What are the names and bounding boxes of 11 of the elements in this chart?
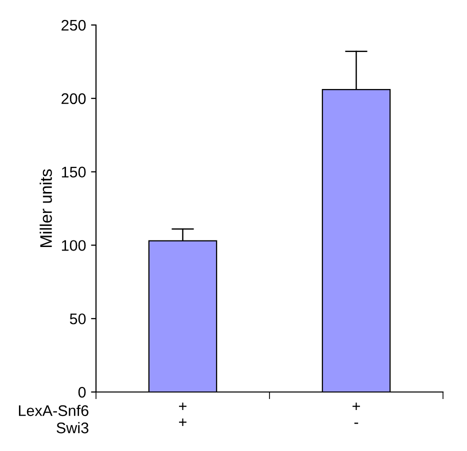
y-tick-label: 250 xyxy=(62,20,86,31)
text: LexA-Snf6 xyxy=(18,404,88,416)
x-tick-label: + + xyxy=(179,402,186,426)
x-tick-label: + - xyxy=(352,402,360,424)
y-tick-label: 200 xyxy=(62,93,86,104)
y-tick-label: 150 xyxy=(62,166,86,178)
y-tick-label: 100 xyxy=(62,240,86,251)
y-tick-label: 50 xyxy=(70,313,86,324)
text: Swi3 xyxy=(56,422,88,434)
y-axis-title: Miller units xyxy=(40,169,52,247)
y-tick-label: 0 xyxy=(78,386,86,398)
